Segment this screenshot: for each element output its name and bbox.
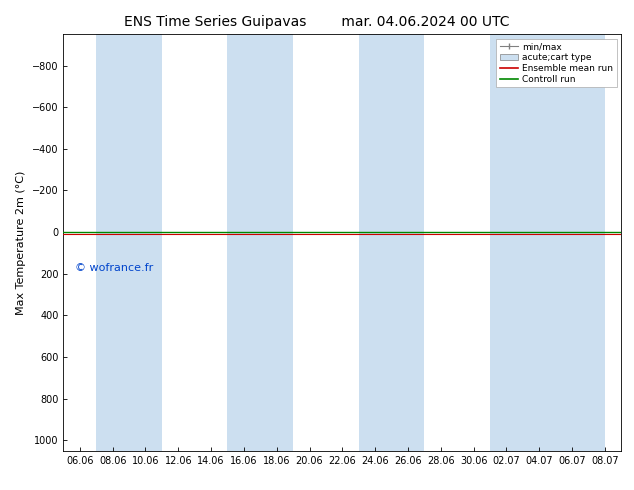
Bar <box>359 34 424 451</box>
Bar <box>490 34 555 451</box>
Bar <box>228 34 293 451</box>
Y-axis label: Max Temperature 2m (°C): Max Temperature 2m (°C) <box>16 171 27 315</box>
Bar <box>555 34 605 451</box>
Text: ENS Time Series Guipavas        mar. 04.06.2024 00 UTC: ENS Time Series Guipavas mar. 04.06.2024… <box>124 15 510 29</box>
Text: © wofrance.fr: © wofrance.fr <box>75 263 153 272</box>
Legend: min/max, acute;cart type, Ensemble mean run, Controll run: min/max, acute;cart type, Ensemble mean … <box>496 39 617 87</box>
Bar <box>96 34 162 451</box>
